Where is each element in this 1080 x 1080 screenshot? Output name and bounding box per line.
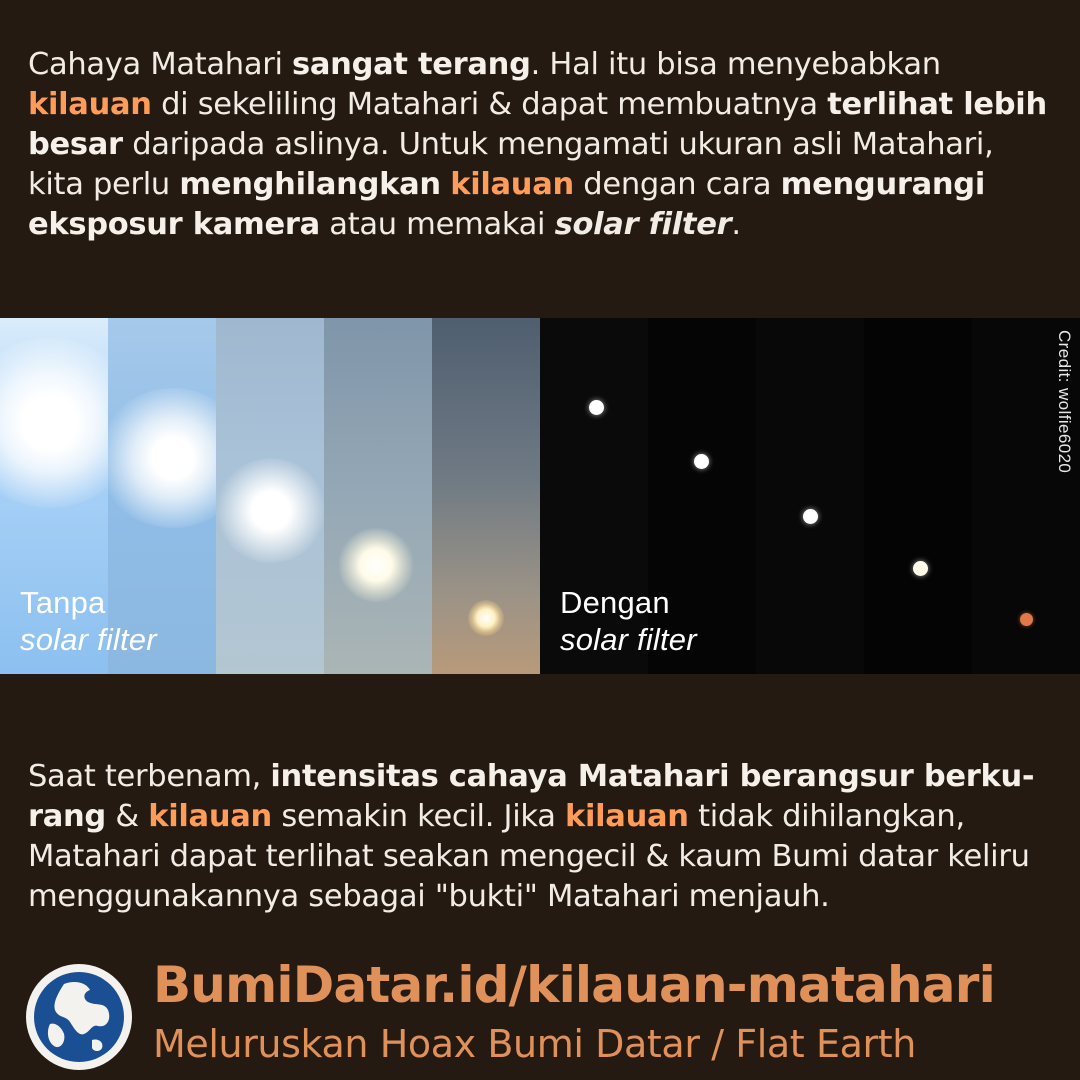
with-filter-caption-line1: Dengan	[560, 585, 670, 620]
no-filter-caption: Tanpa solar filter	[20, 584, 157, 658]
intro-emphasis: mengurangi eksposur kamera	[28, 167, 985, 242]
outro-text: Saat terbenam,	[28, 759, 271, 794]
footer-tagline: Meluruskan Hoax Bumi Datar / Flat Earth	[153, 1022, 916, 1066]
intro-highlight: kilauan	[28, 87, 152, 122]
with-filter-caption: Dengan solar filter	[560, 584, 697, 658]
outro-text: &	[105, 799, 149, 834]
intro-text	[441, 167, 450, 202]
filtered-sun-3	[803, 509, 818, 524]
no-filter-strip-5	[432, 318, 540, 674]
no-filter-strip-1	[0, 318, 108, 674]
no-filter-caption-line1: Tanpa	[20, 585, 106, 620]
intro-text: atau memakai	[319, 207, 555, 242]
intro-paragraph: Cahaya Matahari sangat terang. Hal itu b…	[28, 45, 1058, 245]
outro-highlight: kilauan	[148, 799, 272, 834]
globe-logo-icon	[24, 962, 134, 1072]
no-filter-caption-line2: solar filter	[20, 622, 157, 657]
intro-emphasis: terlihat lebih besar	[28, 87, 1047, 162]
intro-text: .	[731, 207, 741, 242]
filtered-sun-2	[694, 454, 709, 469]
filtered-sun-1	[589, 400, 604, 415]
intro-text: di sekeliling Matahari & dapat membuatny…	[151, 87, 828, 122]
outro-text: semakin kecil. Jika	[271, 799, 565, 834]
intro-text: daripada aslinya. Untuk mengamati ukuran…	[28, 127, 994, 202]
sun-comparison-photo: Tanpa solar filter Dengan solar filter	[0, 318, 1080, 674]
intro-text: dengan cara	[573, 167, 781, 202]
filtered-sun-5	[1020, 613, 1033, 626]
no-filter-strip-4	[324, 318, 432, 674]
intro-text: . Hal itu bisa menyebabkan	[530, 47, 941, 82]
intro-emphasis: sangat terang	[292, 47, 531, 82]
footer-url-link[interactable]: BumiDatar.id/kilauan-matahari	[153, 956, 996, 1014]
intro-highlight: kilauan	[450, 167, 574, 202]
intro-text: Cahaya Matahari	[28, 47, 293, 82]
outro-text: tidak dihilangkan, Matahari dapat terlih…	[28, 799, 1030, 914]
photo-credit: Credit: wolfie6020	[1055, 330, 1074, 474]
intro-emphasis: menghilangkan	[179, 167, 441, 202]
filtered-sun-4	[913, 561, 928, 576]
no-filter-strip-3	[216, 318, 324, 674]
intro-italic: solar filter	[554, 207, 732, 242]
no-filter-strip-2	[108, 318, 216, 674]
outro-highlight: kilauan	[565, 799, 689, 834]
outro-paragraph: Saat terbenam, intensitas cahaya Matahar…	[28, 757, 1058, 917]
outro-emphasis: intensitas cahaya Matahari berangsur ber…	[28, 759, 1035, 834]
with-filter-panel	[540, 318, 1080, 674]
with-filter-caption-line2: solar filter	[560, 622, 697, 657]
